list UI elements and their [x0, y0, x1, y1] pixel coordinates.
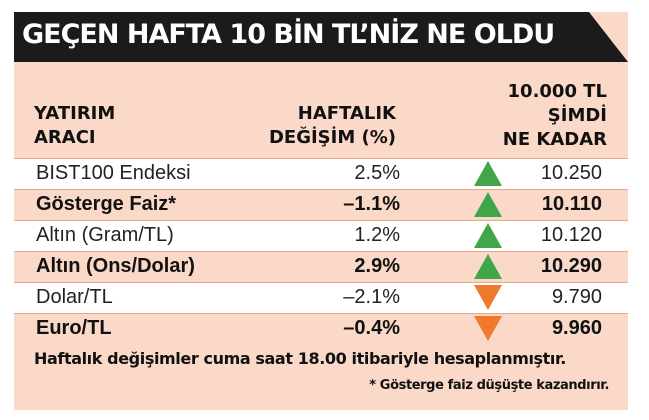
instrument-name: BIST100 Endeksi	[36, 162, 191, 184]
title-banner	[14, 12, 628, 62]
row-divider	[14, 251, 628, 252]
table-body: BIST100 Endeksi 2.5% 10.250 Gösterge Fai…	[14, 158, 628, 344]
down-arrow-icon	[474, 316, 502, 341]
current-value: 10.120	[540, 224, 602, 246]
header-instrument: YATIRIM ARACI	[34, 102, 115, 150]
weekly-change: –1.1%	[343, 193, 400, 215]
header-instrument-line2: ARACI	[34, 127, 96, 148]
header-current-value-line2: ŞİMDİ	[547, 105, 607, 126]
current-value: 9.790	[551, 286, 602, 308]
instrument-name: Euro/TL	[36, 317, 112, 339]
table-row: BIST100 Endeksi 2.5% 10.250	[14, 158, 628, 189]
table-row: Gösterge Faiz* –1.1% 10.110	[14, 189, 628, 220]
header-instrument-line1: YATIRIM	[34, 103, 116, 124]
header-current-value-line3: NE KADAR	[502, 129, 607, 150]
header-weekly-change-line1: HAFTALIK	[297, 103, 396, 124]
instrument-name: Altın (Gram/TL)	[36, 224, 174, 246]
row-divider	[14, 158, 628, 159]
footnote-calculation: Haftalık değişimler cuma saat 18.00 itib…	[34, 349, 566, 368]
weekly-change: 1.2%	[354, 224, 400, 246]
table-row: Euro/TL –0.4% 9.960	[14, 313, 628, 344]
row-divider	[14, 313, 628, 314]
header-current-value: 10.000 TL ŞİMDİ NE KADAR	[503, 80, 607, 152]
current-value: 10.290	[540, 255, 602, 277]
weekly-change: 2.9%	[354, 255, 400, 277]
down-arrow-icon	[474, 285, 502, 310]
current-value: 9.960	[551, 317, 602, 339]
current-value: 10.250	[540, 162, 602, 184]
instrument-name: Altın (Ons/Dolar)	[36, 255, 195, 277]
table-row: Altın (Gram/TL) 1.2% 10.120	[14, 220, 628, 251]
weekly-change: 2.5%	[354, 162, 400, 184]
footnote-asterisk: * Gösterge faiz düşüşte kazandırır.	[369, 378, 609, 393]
weekly-change: –0.4%	[343, 317, 400, 339]
table-row: Dolar/TL –2.1% 9.790	[14, 282, 628, 313]
page-title: GEÇEN HAFTA 10 BİN TL’NİZ NE OLDU	[22, 19, 555, 50]
up-arrow-icon	[474, 161, 502, 186]
header-current-value-line1: 10.000 TL	[507, 81, 607, 102]
current-value: 10.110	[541, 193, 602, 215]
table-row: Altın (Ons/Dolar) 2.9% 10.290	[14, 251, 628, 282]
up-arrow-icon	[474, 223, 502, 248]
row-divider	[14, 220, 628, 221]
header-weekly-change-line2: DEĞİŞİM (%)	[268, 127, 396, 148]
header-weekly-change: HAFTALIK DEĞİŞİM (%)	[269, 102, 396, 150]
weekly-change: –2.1%	[343, 286, 400, 308]
instrument-name: Gösterge Faiz*	[36, 193, 177, 215]
row-divider	[14, 282, 628, 283]
up-arrow-icon	[474, 192, 502, 217]
instrument-name: Dolar/TL	[36, 286, 113, 308]
row-divider	[14, 189, 628, 190]
up-arrow-icon	[474, 254, 502, 279]
